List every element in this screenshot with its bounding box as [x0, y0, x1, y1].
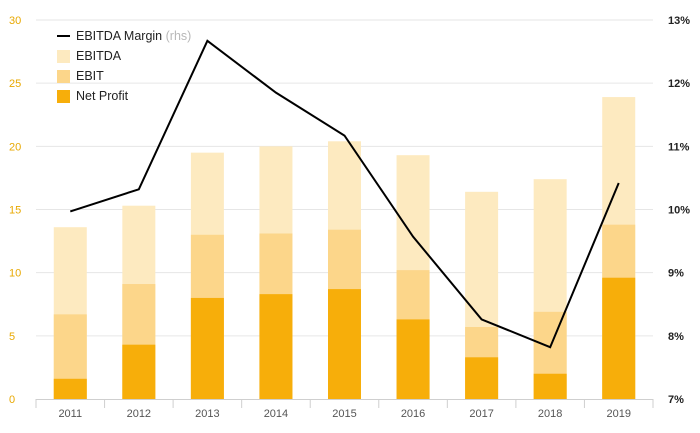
bar-net-profit — [533, 373, 567, 399]
y-left-tick-label: 30 — [9, 15, 21, 27]
bar-net-profit — [122, 344, 156, 399]
x-tick-label: 2012 — [127, 408, 151, 420]
x-tick-label: 2014 — [264, 408, 288, 420]
legend-label-note: (rhs) — [162, 29, 191, 43]
y-right-tick-label: 8% — [668, 331, 684, 343]
bar-net-profit — [53, 378, 87, 399]
y-left-tick-label: 10 — [9, 268, 21, 280]
y-left-tick-label: 0 — [9, 394, 15, 406]
y-right-tick-label: 9% — [668, 268, 684, 280]
legend-swatch — [57, 90, 70, 103]
legend-swatch — [57, 70, 70, 83]
bar-net-profit — [259, 294, 293, 399]
x-tick-label: 2018 — [538, 408, 562, 420]
bars — [53, 97, 636, 400]
y-left-tick-label: 15 — [9, 205, 21, 217]
legend-swatch — [57, 50, 70, 63]
x-tick-label: 2011 — [58, 408, 82, 420]
axes: 0 5 10 15 20 25 30 7% 8% 9% 10% 11% 12% 13% 2011 2012 20… — [9, 15, 690, 420]
bar-net-profit — [190, 297, 224, 399]
y-left-tick-label: 5 — [9, 331, 15, 343]
ebitda-margin-line — [69, 39, 620, 349]
bar-net-profit — [328, 289, 361, 399]
y-right-tick-label: 7% — [668, 394, 684, 406]
legend-label: Net Profit — [76, 89, 129, 103]
x-tick-label: 2019 — [606, 408, 630, 420]
legend-label: EBITDA — [76, 49, 122, 63]
x-tick-label: 2017 — [469, 408, 493, 420]
x-tick-label: 2015 — [332, 408, 356, 420]
bar-net-profit — [602, 277, 636, 399]
legend-label: EBITDA Margin (rhs) — [76, 29, 191, 43]
y-left-tick-label: 25 — [9, 78, 21, 90]
bar-net-profit — [465, 357, 499, 399]
bar-net-profit — [396, 319, 430, 399]
x-tick-label: 2013 — [195, 408, 219, 420]
y-right-tick-label: 10% — [668, 205, 690, 217]
x-tick-label: 2016 — [401, 408, 425, 420]
legend-label-text: EBITDA Margin — [76, 29, 162, 43]
y-left-tick-label: 20 — [9, 141, 21, 153]
y-right-tick-label: 12% — [668, 78, 690, 90]
y-right-tick-label: 11% — [668, 141, 690, 153]
y-right-tick-label: 13% — [668, 15, 690, 27]
legend: EBITDA Margin (rhs) EBITDA EBIT Net Profit — [57, 29, 191, 103]
legend-label: EBIT — [76, 69, 104, 83]
